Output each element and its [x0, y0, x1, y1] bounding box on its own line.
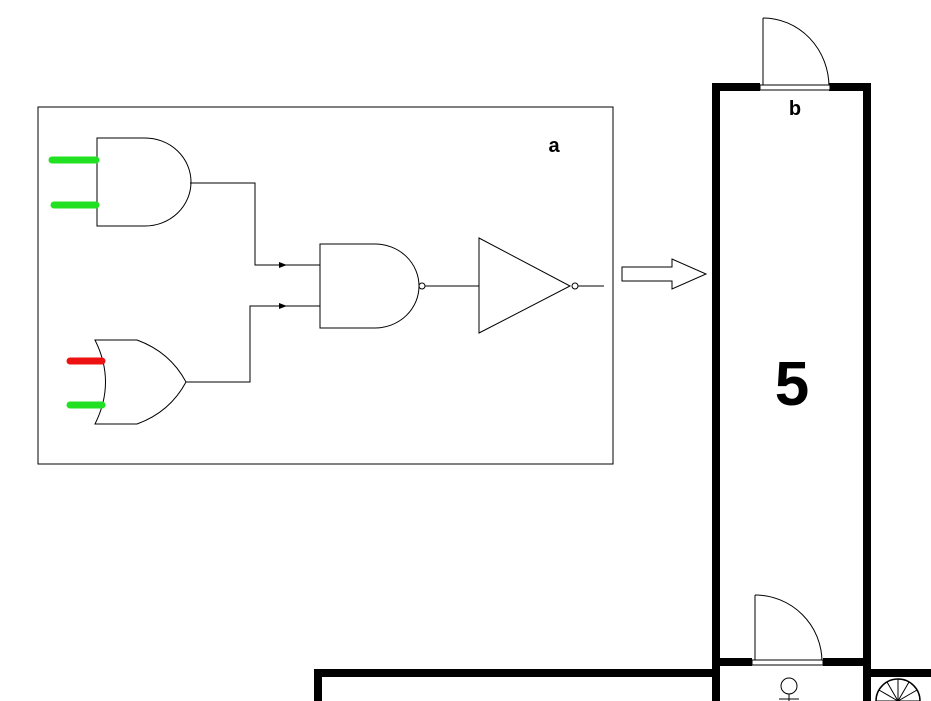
person-icon	[779, 677, 799, 701]
room-5-interior	[716, 87, 867, 662]
wire-and-to-nand	[190, 182, 285, 266]
lower-room	[314, 669, 931, 701]
door-top-threshold	[759, 84, 831, 91]
door-top-swing	[762, 17, 830, 88]
arrow-head-upper	[279, 262, 287, 268]
panel-label: a	[548, 135, 560, 157]
door-bottom-swing	[754, 594, 823, 663]
and-gate	[96, 137, 192, 227]
door-bottom-threshold	[751, 659, 824, 666]
door-bottom[interactable]	[751, 594, 824, 666]
nand-bubble	[418, 282, 426, 290]
room-5: 5	[712, 83, 871, 701]
or-gate	[94, 339, 187, 425]
door-top[interactable]	[759, 17, 831, 91]
door-marker-b: b	[789, 98, 801, 120]
right-arrow-icon	[621, 258, 708, 290]
logic-puzzle-panel: a	[37, 106, 614, 465]
wire-or-to-nand	[186, 305, 285, 383]
spiral-stair-icon	[875, 678, 921, 701]
nand-gate	[319, 243, 420, 329]
not-bubble	[571, 282, 579, 290]
room-number: 5	[775, 350, 809, 419]
arrow-head-lower	[279, 303, 287, 309]
